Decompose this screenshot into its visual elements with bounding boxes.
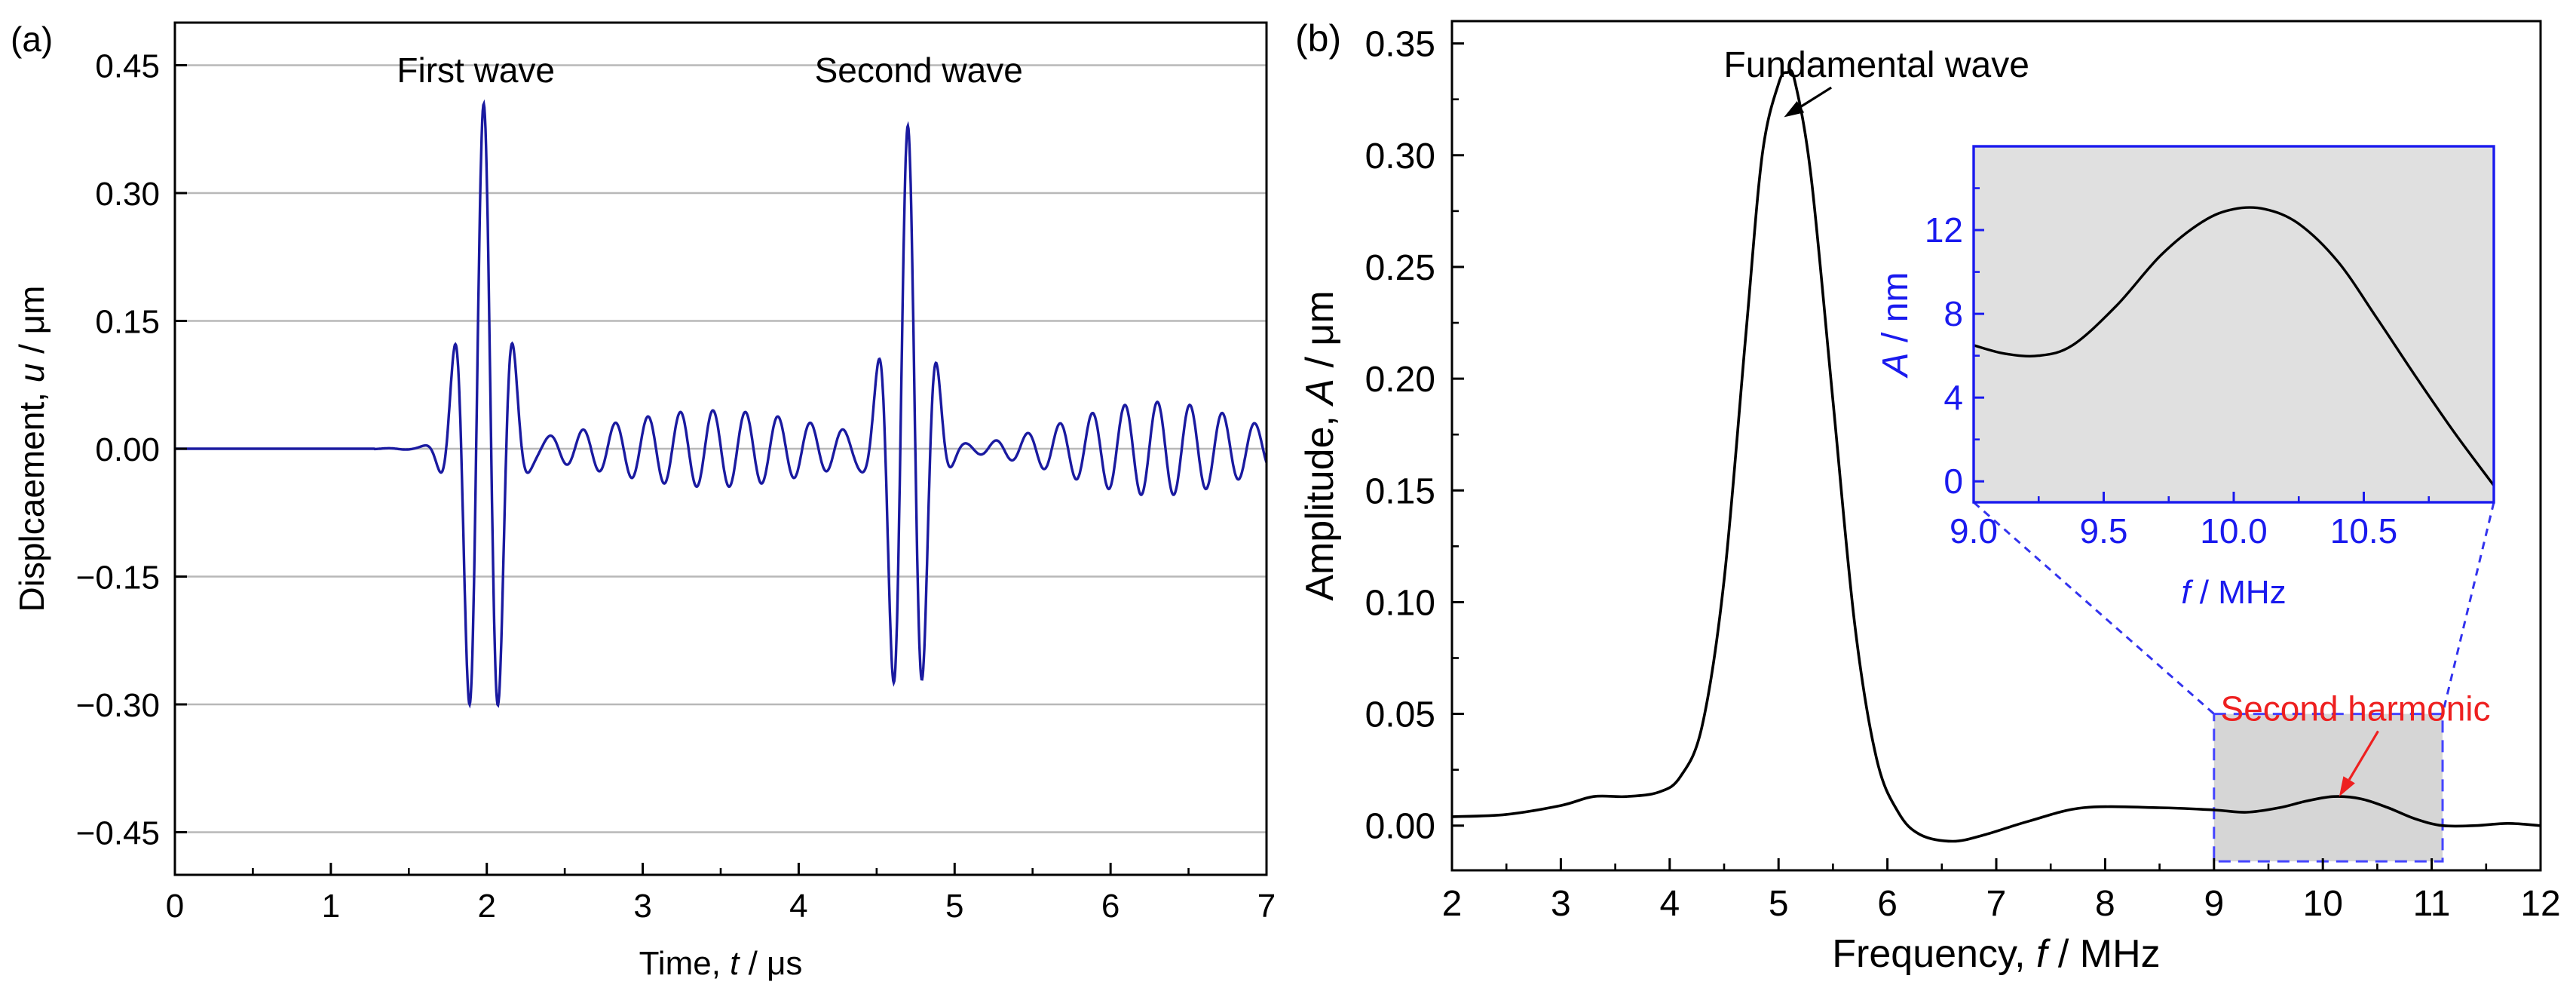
second-harmonic-arrow	[2348, 730, 2379, 781]
b-x-tick-label-2: 4	[1659, 884, 1680, 924]
b-x-tick-label-10: 12	[2520, 884, 2560, 924]
x-tick-label-3: 3	[633, 888, 651, 925]
panel-b-y-axis-title: Amplitude, A / μm	[1298, 290, 1342, 600]
panel-a-y-ticks: −0.45 −0.30 −0.15 0.00 0.15 0.30 0.45	[76, 48, 187, 852]
x-tick-label-0: 0	[166, 888, 184, 925]
b-y-tick-label-7: 0.35	[1365, 25, 1435, 65]
b-x-tick-label-0: 2	[1442, 884, 1463, 924]
b-y-tick-label-5: 0.25	[1365, 248, 1435, 288]
y-tick-label-1: −0.30	[76, 687, 160, 724]
inset-plot: 9.0 9.5 10.0 10.5 0 4 8 12 f / MHz A / nm	[1876, 145, 2495, 611]
y-tick-label-6: 0.45	[95, 48, 160, 85]
y-tick-label-3: 0.00	[95, 431, 160, 468]
inset-y-axis-title: A / nm	[1876, 272, 1916, 379]
inset-x-axis-title: f / MHz	[2181, 574, 2286, 611]
panel-a-y-axis-title: Displcaement, u / μm	[12, 286, 51, 612]
x-tick-label-5: 5	[945, 888, 963, 925]
panel-a-x-ticks: 0 1 2 3 4 5 6 7	[166, 863, 1276, 925]
second-wave-annotation: Second wave	[815, 51, 1023, 90]
panel-b-x-axis-title: Frequency, f / MHz	[1832, 932, 2160, 976]
x-tick-label-2: 2	[477, 888, 495, 925]
x-tick-label-1: 1	[322, 888, 340, 925]
y-tick-label-4: 0.15	[95, 304, 160, 341]
panel-b-x-ticks: 2 3 4 5 6 7 8 9 10 11 12	[1442, 858, 2561, 924]
inset-x-tick-label-1: 9.5	[2080, 511, 2128, 551]
inset-x-ticks: 9.0 9.5 10.0 10.5	[1950, 492, 2431, 551]
panel-b-label: (b)	[1295, 17, 1341, 60]
inset-y-tick-label-2: 8	[1943, 294, 1963, 333]
b-x-tick-label-1: 3	[1551, 884, 1571, 924]
fundamental-wave-arrow	[1800, 86, 1833, 108]
x-tick-label-4: 4	[789, 888, 807, 925]
second-harmonic-arrowhead	[2339, 776, 2355, 797]
fundamental-wave-arrowhead	[1784, 100, 1805, 118]
inset-y-tick-label-1: 4	[1943, 378, 1963, 417]
zoom-connector-right	[2441, 502, 2495, 714]
spectrum-series-line	[1451, 69, 2541, 843]
b-x-tick-label-5: 7	[1986, 884, 2007, 924]
b-x-tick-label-6: 8	[2095, 884, 2115, 924]
b-x-tick-label-3: 5	[1769, 884, 1789, 924]
b-x-tick-label-9: 11	[2413, 884, 2451, 924]
b-y-tick-label-3: 0.15	[1365, 471, 1435, 511]
inset-background	[1974, 146, 2494, 502]
b-x-tick-label-7: 9	[2204, 884, 2224, 924]
b-y-tick-label-0: 0.00	[1365, 807, 1435, 847]
inset-y-tick-label-3: 12	[1925, 210, 1963, 250]
inset-x-tick-label-0: 9.0	[1950, 511, 1998, 551]
panel-a-x-axis-title: Time, t / μs	[639, 945, 803, 982]
b-y-tick-label-4: 0.20	[1365, 360, 1435, 400]
y-tick-label-0: −0.45	[76, 815, 160, 852]
first-wave-annotation: First wave	[397, 51, 555, 90]
b-y-tick-label-1: 0.05	[1365, 695, 1435, 735]
displacement-series-line	[175, 99, 1268, 709]
fundamental-wave-annotation: Fundamental wave	[1723, 45, 2029, 85]
panel-b-y-ticks: 0.00 0.05 0.10 0.15 0.20 0.25 0.30 0.35	[1365, 25, 1464, 847]
y-tick-label-2: −0.15	[76, 560, 160, 597]
panel-a-label: (a)	[11, 20, 53, 59]
x-tick-label-6: 6	[1101, 888, 1120, 925]
second-harmonic-annotation: Second harmonic	[2221, 689, 2491, 728]
inset-series-line	[1973, 206, 2495, 486]
zoom-region-box	[2213, 713, 2444, 863]
inset-x-tick-label-2: 10.0	[2200, 511, 2268, 551]
panel-b: (b) 2 3 4 5 6 7 8 9 10 11 12 0.000.050.100.150.200…	[1295, 17, 2561, 976]
inset-y-tick-label-0: 0	[1943, 462, 1963, 501]
b-x-tick-label-8: 10	[2303, 884, 2343, 924]
b-x-tick-label-4: 6	[1877, 884, 1898, 924]
inset-x-tick-label-3: 10.5	[2330, 511, 2398, 551]
x-tick-label-7: 7	[1257, 888, 1276, 925]
b-y-tick-label-6: 0.30	[1365, 137, 1435, 176]
inset-y-ticks: 0 4 8 12	[1925, 187, 1984, 501]
b-y-tick-label-2: 0.10	[1365, 583, 1435, 623]
panel-a: (a) 0 1 2 3 4 5 6 7 −0.45 −0.30 −0.15 0.00 0.15 0.30…	[11, 20, 1276, 982]
y-tick-label-5: 0.30	[95, 176, 160, 213]
